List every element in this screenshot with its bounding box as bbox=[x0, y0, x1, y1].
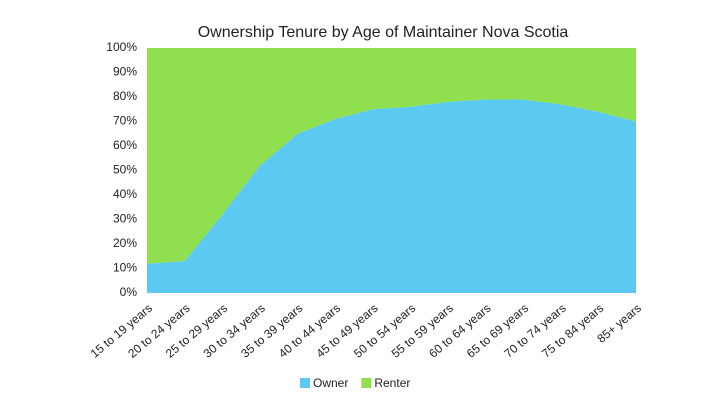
y-tick-label: 20% bbox=[113, 236, 137, 250]
legend-swatch bbox=[300, 378, 310, 388]
chart-title: Ownership Tenure by Age of Maintainer No… bbox=[198, 24, 569, 41]
y-tick-label: 70% bbox=[113, 114, 137, 128]
y-tick-label: 40% bbox=[113, 187, 137, 201]
y-tick-label: 50% bbox=[113, 163, 137, 177]
y-tick-label: 30% bbox=[113, 212, 137, 226]
legend-swatch bbox=[361, 378, 372, 388]
area bbox=[147, 48, 636, 264]
y-tick-label: 100% bbox=[106, 40, 137, 54]
area bbox=[147, 99, 636, 293]
y-tick-label: 60% bbox=[113, 138, 137, 152]
y-tick-label: 80% bbox=[113, 89, 137, 103]
y-tick-label: 10% bbox=[113, 261, 137, 275]
y-tick-label: 90% bbox=[113, 65, 137, 79]
legend-label: Renter bbox=[374, 376, 410, 390]
legend-label: Owner bbox=[313, 376, 348, 390]
y-tick-label: 0% bbox=[120, 285, 138, 299]
